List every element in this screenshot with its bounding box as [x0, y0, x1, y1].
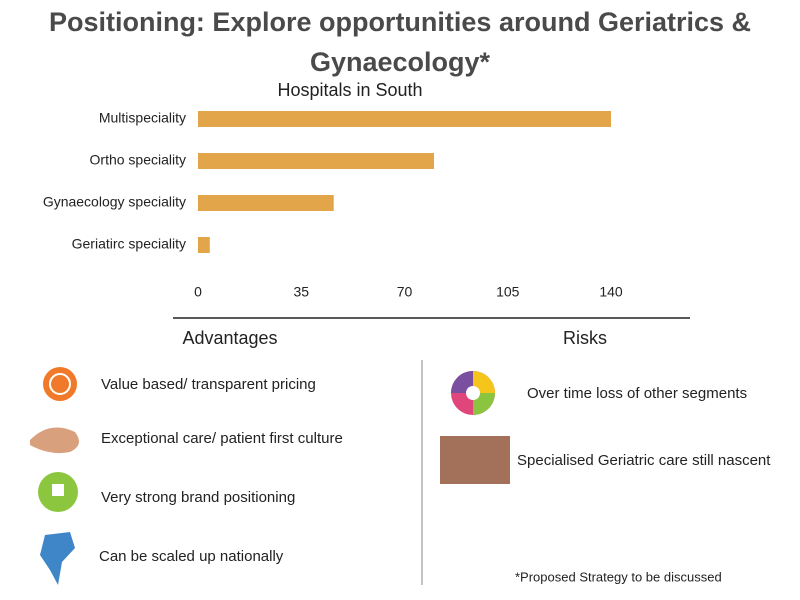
icon [49, 373, 71, 395]
bar [198, 153, 434, 169]
icon [473, 393, 495, 415]
footnote: *Proposed Strategy to be discussed [515, 569, 722, 584]
section-heading: Advantages [182, 328, 277, 348]
advantage-item: Exceptional care/ patient first culture [101, 430, 343, 447]
chart-title: Hospitals in South [277, 80, 422, 100]
y-tick-label: Geriatirc speciality [72, 236, 186, 252]
icon [40, 532, 75, 585]
icon [466, 386, 480, 400]
icon [52, 484, 64, 496]
x-tick-label: 35 [293, 284, 309, 300]
slide-title: Positioning: Explore opportunities aroun… [48, 7, 752, 77]
x-tick-label: 105 [496, 284, 520, 300]
x-tick-label: 70 [397, 284, 413, 300]
y-tick-label: Ortho speciality [90, 152, 186, 168]
bar [198, 111, 611, 127]
icon [440, 436, 510, 484]
x-tick-label: 0 [194, 284, 202, 300]
x-tick-label: 140 [599, 284, 623, 300]
icon [451, 371, 473, 393]
y-tick-label: Multispeciality [99, 110, 186, 126]
icon [43, 367, 77, 401]
section-heading: Risks [563, 328, 607, 348]
advantage-item: Can be scaled up nationally [99, 548, 284, 565]
icon [473, 371, 495, 393]
advantage-item: Very strong brand positioning [101, 489, 295, 506]
bar [198, 195, 334, 211]
advantage-item: Value based/ transparent pricing [101, 376, 316, 393]
risk-item: Specialised Geriatric care still nascent [517, 452, 771, 469]
icon [30, 427, 79, 454]
risk-item: Over time loss of other segments [527, 385, 747, 402]
y-tick-label: Gynaecology speciality [43, 194, 186, 210]
bar [198, 237, 210, 253]
